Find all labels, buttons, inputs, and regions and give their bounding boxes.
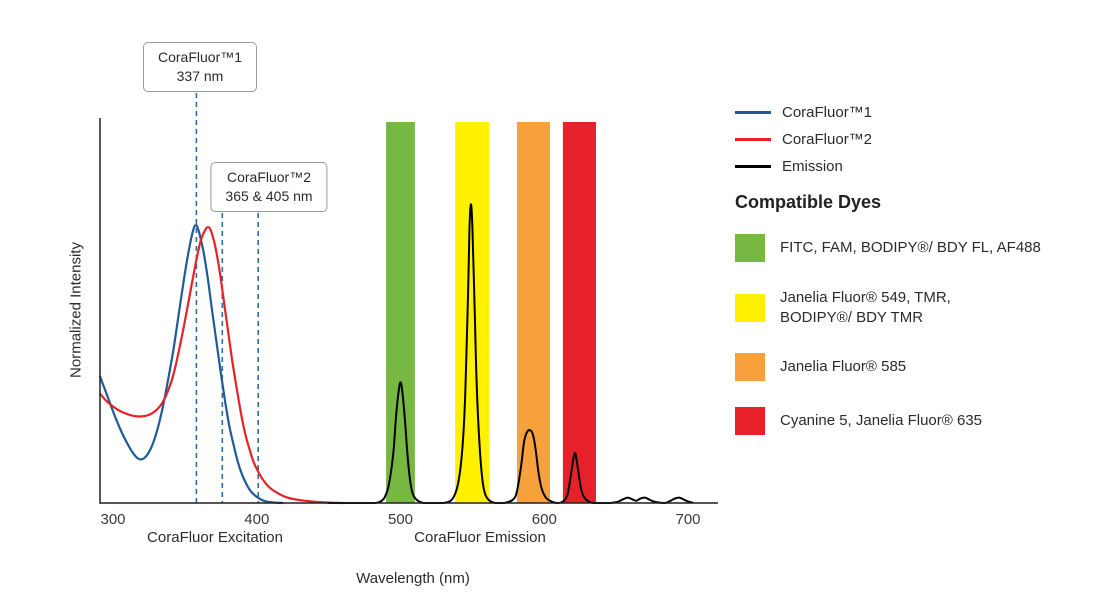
- dye-label: FITC, FAM, BODIPY®/ BDY FL, AF488: [780, 238, 1041, 258]
- legend-line-sample: [735, 111, 771, 114]
- legend-label: Emission: [782, 158, 843, 175]
- annotation-corafluor1-title: CoraFluor™1: [157, 49, 243, 65]
- dye-label: Janelia Fluor® 549, TMR, BODIPY®/ BDY TMR: [780, 288, 951, 327]
- spectrum-curve: [99, 226, 345, 505]
- legend-line-sample: [735, 165, 771, 168]
- annotation-corafluor2-box: CoraFluor™2 365 & 405 nm: [210, 162, 328, 212]
- emission-axis-caption: CoraFluor Emission: [414, 529, 546, 546]
- dye-label: Cyanine 5, Janelia Fluor® 635: [780, 411, 982, 431]
- legend-item: CoraFluor™2: [735, 131, 1107, 148]
- legend: CoraFluor™1 CoraFluor™2 Emission: [735, 104, 1107, 175]
- dye-item: Janelia Fluor® 585: [735, 353, 1107, 381]
- dye-label-line: Janelia Fluor® 549, TMR,: [780, 289, 951, 306]
- dye-label-line: Janelia Fluor® 585: [780, 358, 907, 376]
- dye-color-swatch: [735, 293, 765, 322]
- x-tick-label: 600: [532, 511, 557, 528]
- dye-item: FITC, FAM, BODIPY®/ BDY FL, AF488: [735, 234, 1107, 262]
- dye-color-swatch: [735, 407, 765, 435]
- dye-label-line: FITC, FAM, BODIPY®/ BDY FL, AF488: [780, 239, 1041, 257]
- spectrum-curve: [327, 203, 694, 504]
- legend-item: CoraFluor™1: [735, 104, 1107, 121]
- spectrum-curve: [99, 224, 284, 505]
- x-axis-label: Wavelength (nm): [356, 570, 470, 587]
- excitation-axis-caption: CoraFluor Excitation: [147, 529, 283, 546]
- legend-label: CoraFluor™1: [782, 104, 873, 121]
- dye-label: Janelia Fluor® 585: [780, 357, 906, 377]
- dye-label-line: Cyanine 5, Janelia Fluor® 635: [780, 412, 983, 430]
- compatible-dyes-list: FITC, FAM, BODIPY®/ BDY FL, AF488 Janelia…: [735, 234, 1107, 435]
- legend-line-sample: [735, 138, 771, 141]
- x-tick-label: 300: [100, 511, 125, 528]
- emission-band: [455, 122, 490, 503]
- emission-band: [562, 122, 596, 503]
- annotation-corafluor1-box: CoraFluor™1 337 nm: [142, 42, 258, 92]
- x-tick-label: 700: [675, 511, 700, 528]
- legend-label: CoraFluor™2: [782, 131, 873, 148]
- emission-band: [516, 122, 550, 503]
- x-tick-label: 500: [388, 511, 413, 528]
- annotation-corafluor2-title: CoraFluor™2: [226, 169, 312, 185]
- dye-item: Janelia Fluor® 549, TMR, BODIPY®/ BDY TMR: [735, 288, 1107, 327]
- dye-item: Cyanine 5, Janelia Fluor® 635: [735, 407, 1107, 435]
- emission-band: [386, 122, 415, 503]
- side-panel: CoraFluor™1 CoraFluor™2 Emission Compatibl…: [735, 104, 1107, 461]
- compatible-dyes-heading: Compatible Dyes: [735, 192, 882, 212]
- annotation-corafluor1-value: 337 nm: [176, 67, 224, 84]
- legend-item: Emission: [735, 158, 1107, 175]
- spectra-chart: 300 400 500 600 700: [99, 84, 718, 528]
- dye-color-swatch: [735, 234, 765, 262]
- dye-color-swatch: [735, 353, 765, 381]
- y-axis-label: Normalized Intensity: [67, 242, 85, 378]
- x-tick-label: 400: [244, 511, 269, 528]
- dye-label-line: BODIPY®/ BDY TMR: [780, 308, 924, 326]
- annotation-corafluor2-value: 365 & 405 nm: [225, 187, 313, 204]
